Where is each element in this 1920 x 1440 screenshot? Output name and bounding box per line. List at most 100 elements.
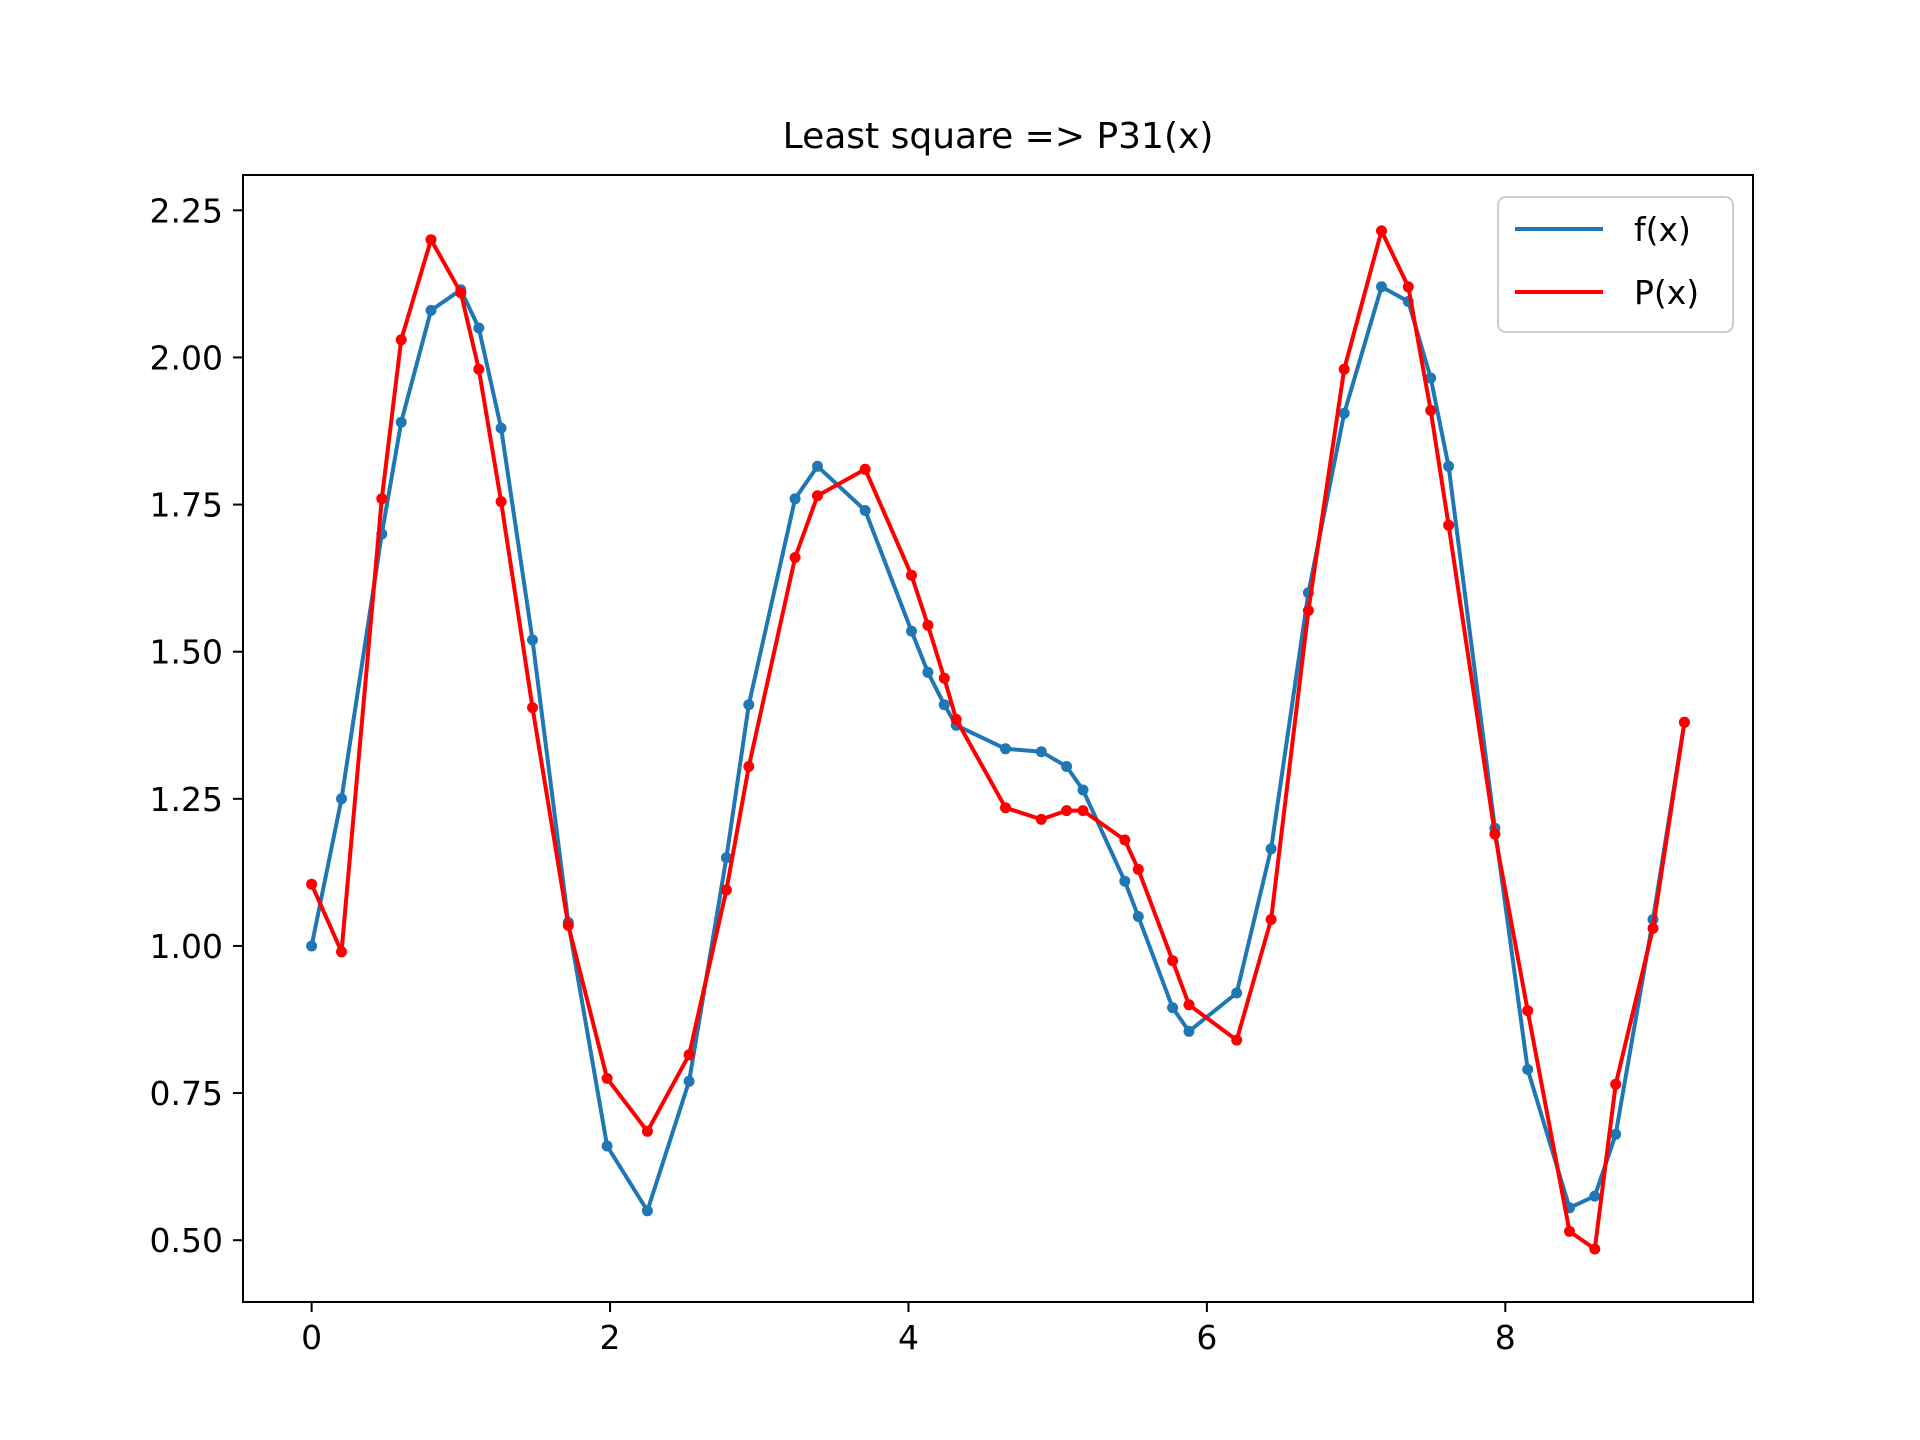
data-point-0-36 bbox=[1425, 372, 1437, 384]
legend-label-p: P(x) bbox=[1634, 273, 1699, 312]
data-point-1-8 bbox=[527, 702, 538, 714]
data-point-0-23 bbox=[1035, 746, 1047, 758]
data-point-0-4 bbox=[425, 304, 437, 316]
axes: 0 2 4 6 8 0.50 0.75 1.00 1.25 1.50 1.75 2.00 2.25 bbox=[150, 191, 1516, 1357]
data-point-1-2 bbox=[376, 493, 388, 505]
y-tick-label-4: 1.50 bbox=[150, 633, 223, 672]
plot-frame bbox=[242, 174, 1754, 1303]
y-tick-label-3: 1.25 bbox=[150, 780, 223, 819]
data-point-0-10 bbox=[601, 1140, 613, 1152]
data-point-0-37 bbox=[1443, 460, 1455, 472]
y-tick-label-2: 1.00 bbox=[150, 927, 223, 966]
data-point-0-1 bbox=[336, 793, 347, 805]
data-point-1-25 bbox=[1077, 805, 1089, 817]
data-point-1-28 bbox=[1167, 955, 1179, 967]
data-point-0-22 bbox=[1000, 743, 1011, 755]
y-tick-label-6: 2.00 bbox=[150, 338, 223, 377]
data-point-0-42 bbox=[1610, 1128, 1622, 1140]
data-point-0-41 bbox=[1589, 1190, 1601, 1202]
data-point-0-31 bbox=[1265, 843, 1277, 855]
series-line-0 bbox=[309, 284, 1687, 1213]
data-point-1-33 bbox=[1338, 363, 1350, 375]
data-point-0-33 bbox=[1338, 407, 1350, 419]
data-point-1-31 bbox=[1265, 914, 1277, 925]
data-point-0-18 bbox=[906, 625, 917, 637]
data-point-0-39 bbox=[1522, 1064, 1534, 1075]
data-point-1-42 bbox=[1610, 1078, 1622, 1090]
data-point-1-16 bbox=[812, 490, 823, 502]
data-point-0-14 bbox=[743, 699, 755, 711]
data-point-1-41 bbox=[1589, 1243, 1601, 1255]
data-point-0-3 bbox=[395, 416, 407, 428]
legend: f(x) P(x) bbox=[1497, 196, 1734, 333]
data-point-1-6 bbox=[473, 363, 485, 375]
x-tick-label-3: 6 bbox=[1196, 1318, 1217, 1357]
data-point-1-38 bbox=[1489, 828, 1501, 840]
data-point-0-16 bbox=[812, 460, 823, 472]
data-point-1-7 bbox=[495, 496, 507, 508]
data-point-1-19 bbox=[922, 619, 934, 631]
data-point-0-0 bbox=[306, 940, 318, 952]
data-point-0-34 bbox=[1376, 281, 1387, 293]
data-point-1-26 bbox=[1119, 834, 1131, 846]
data-point-1-13 bbox=[720, 884, 732, 896]
data-point-1-30 bbox=[1231, 1034, 1243, 1046]
data-point-1-5 bbox=[455, 287, 467, 299]
data-point-1-40 bbox=[1564, 1225, 1575, 1237]
data-point-1-3 bbox=[395, 334, 407, 346]
data-point-0-8 bbox=[527, 634, 538, 646]
data-point-0-29 bbox=[1183, 1025, 1195, 1037]
data-point-1-37 bbox=[1443, 519, 1455, 531]
data-point-1-22 bbox=[1000, 802, 1011, 814]
data-point-1-1 bbox=[336, 946, 347, 958]
data-point-1-39 bbox=[1522, 1005, 1534, 1017]
data-point-1-15 bbox=[789, 552, 801, 563]
data-point-1-34 bbox=[1376, 225, 1387, 237]
y-tick-label-1: 0.75 bbox=[150, 1074, 223, 1113]
data-point-1-9 bbox=[562, 919, 574, 931]
data-point-0-19 bbox=[922, 666, 934, 678]
y-tick-label-0: 0.50 bbox=[150, 1221, 223, 1260]
data-point-0-20 bbox=[938, 699, 950, 711]
data-point-1-0 bbox=[306, 878, 318, 890]
data-point-1-11 bbox=[641, 1125, 653, 1137]
data-point-1-36 bbox=[1425, 404, 1437, 416]
data-point-0-11 bbox=[641, 1205, 653, 1217]
data-point-0-27 bbox=[1132, 911, 1144, 922]
data-point-1-17 bbox=[859, 463, 871, 475]
x-tick-label-4: 8 bbox=[1495, 1318, 1516, 1357]
data-point-1-27 bbox=[1132, 863, 1144, 875]
legend-label-f: f(x) bbox=[1634, 210, 1691, 249]
data-point-0-28 bbox=[1167, 1002, 1179, 1014]
x-tick-label-0: 0 bbox=[301, 1318, 322, 1357]
data-point-1-23 bbox=[1035, 813, 1047, 825]
y-tick-label-5: 1.75 bbox=[150, 486, 223, 525]
x-tick-label-1: 2 bbox=[600, 1318, 621, 1357]
data-point-1-35 bbox=[1402, 281, 1414, 293]
series-line-1 bbox=[309, 228, 1687, 1251]
chart-title: Least square => P31(x) bbox=[783, 116, 1214, 157]
data-point-1-21 bbox=[950, 713, 962, 725]
data-point-1-10 bbox=[601, 1072, 613, 1084]
data-point-0-26 bbox=[1119, 875, 1131, 887]
data-point-1-14 bbox=[743, 761, 755, 772]
data-point-1-12 bbox=[683, 1049, 695, 1061]
data-point-1-43 bbox=[1647, 922, 1659, 934]
data-point-1-4 bbox=[425, 234, 437, 246]
data-point-1-24 bbox=[1061, 805, 1073, 817]
data-point-0-25 bbox=[1077, 784, 1089, 796]
data-point-0-13 bbox=[720, 852, 732, 864]
data-point-0-7 bbox=[495, 422, 507, 434]
x-tick-label-2: 4 bbox=[898, 1318, 919, 1357]
data-point-0-15 bbox=[789, 493, 801, 505]
data-point-0-30 bbox=[1231, 987, 1243, 999]
data-point-1-20 bbox=[938, 672, 950, 684]
data-point-0-17 bbox=[859, 505, 871, 516]
data-point-0-12 bbox=[683, 1075, 695, 1087]
y-tick-label-7: 2.25 bbox=[150, 191, 223, 230]
data-point-1-29 bbox=[1183, 999, 1195, 1011]
data-point-0-6 bbox=[473, 322, 485, 334]
data-point-1-44 bbox=[1678, 716, 1690, 728]
plot-area bbox=[306, 225, 1690, 1255]
